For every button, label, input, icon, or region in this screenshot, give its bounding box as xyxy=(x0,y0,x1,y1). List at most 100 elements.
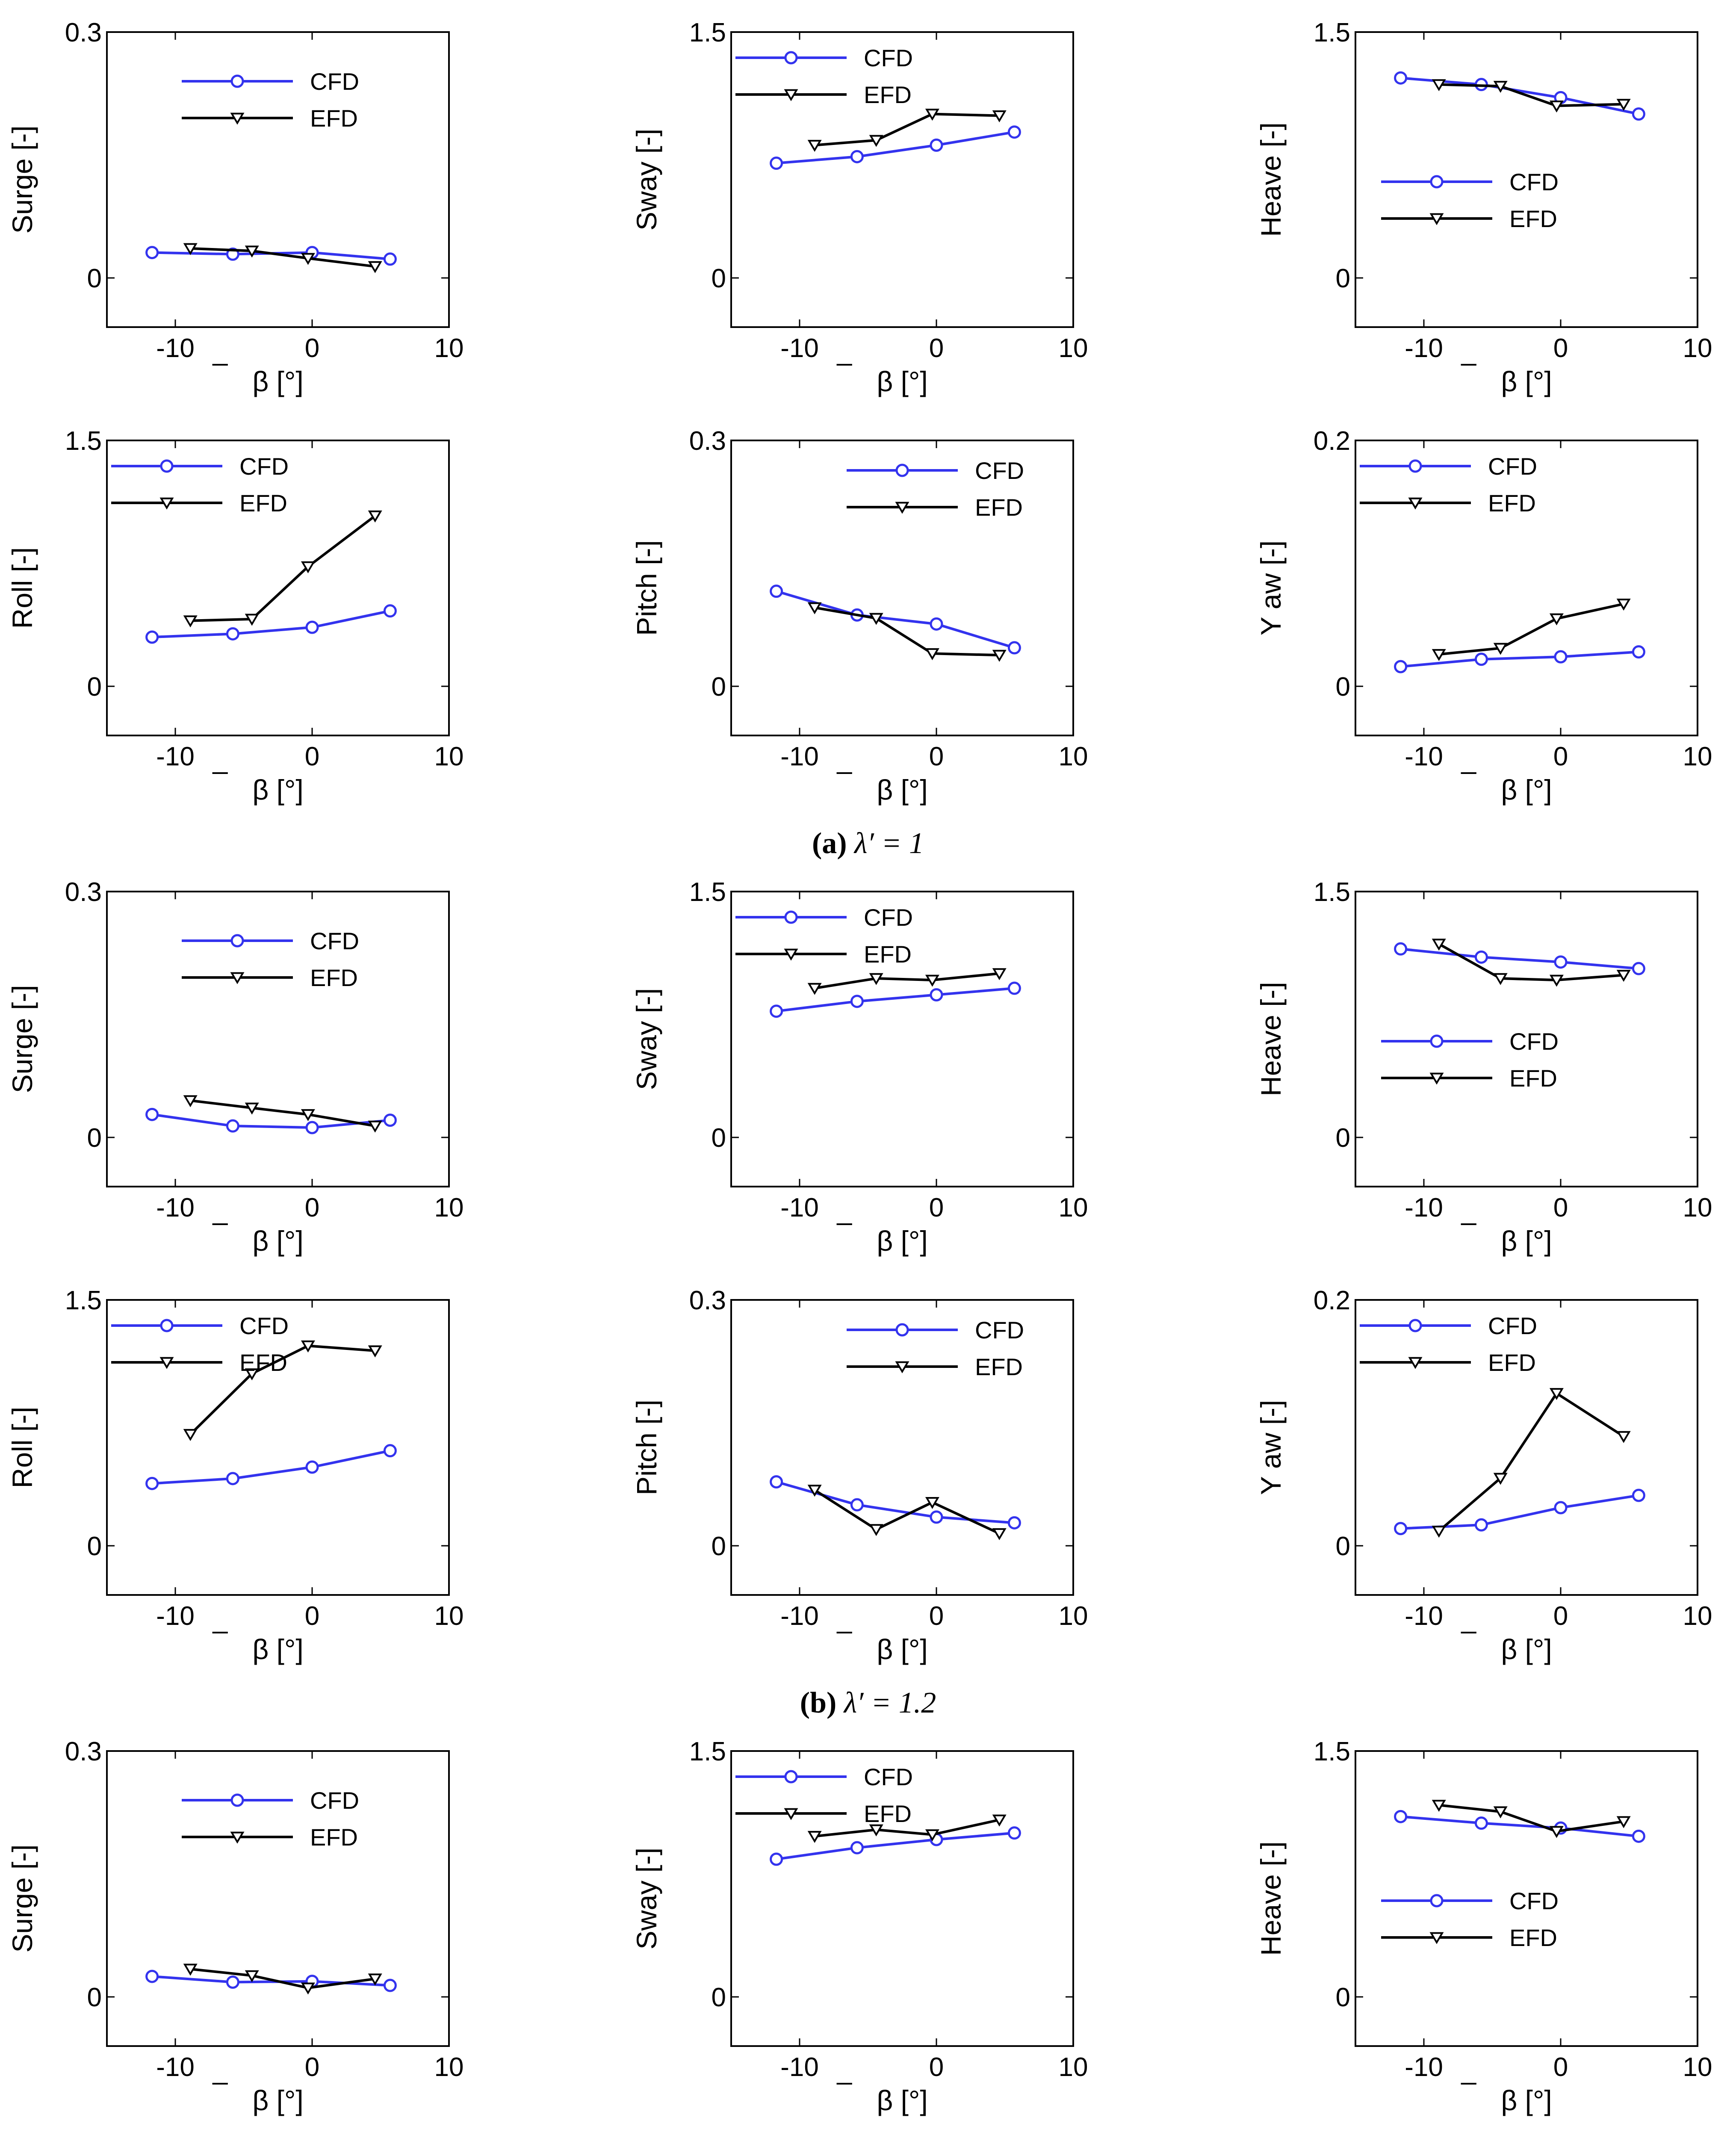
efd-point xyxy=(368,510,382,523)
x-tick-label: 10 xyxy=(1059,742,1088,771)
legend-marker-cfd xyxy=(160,1319,174,1332)
efd-point xyxy=(245,245,259,258)
y-tick-label: 1.5 xyxy=(689,18,726,47)
cfd-point xyxy=(770,1852,783,1866)
x-tick-label: -10 xyxy=(780,742,819,771)
efd-point xyxy=(1493,643,1508,655)
x-axis-label: β [°] xyxy=(252,1633,303,1665)
chart-panel-4: -10 0 10 0 1.5 β [°] Roll [-] CFD EFD xyxy=(6,426,464,806)
y-axis-label: Heave [-] xyxy=(1255,1841,1287,1956)
y-tick-label: 0 xyxy=(87,1983,102,2012)
legend-label-efd: EFD xyxy=(975,1353,1023,1380)
legend-marker-cfd xyxy=(230,1793,244,1807)
legend-marker-efd xyxy=(159,497,174,510)
y-tick-label: 0 xyxy=(712,1532,726,1561)
chart-panel-9: -10 0 10 0 1.5 β [°] Heave [-] CFD EFD xyxy=(1255,877,1712,1257)
cfd-point xyxy=(145,1970,159,1983)
x-tick-label: 0 xyxy=(305,1193,319,1223)
efd-point xyxy=(301,1982,315,1995)
y-tick-label: 1.5 xyxy=(1314,1737,1350,1766)
x-tick-label: -10 xyxy=(156,742,195,771)
legend-label-efd: EFD xyxy=(975,494,1023,521)
efd-point xyxy=(807,983,822,995)
legend-marker-cfd xyxy=(160,459,174,473)
y-tick-label: 0 xyxy=(712,672,726,702)
efd-point xyxy=(925,1829,939,1842)
plot-frame xyxy=(106,440,450,736)
plot-frame xyxy=(730,1750,1074,2047)
x-tick-label: 0 xyxy=(305,1601,319,1631)
y-axis-label: Surge [-] xyxy=(6,125,38,233)
cfd-point xyxy=(145,630,159,644)
legend-label-efd: EFD xyxy=(864,81,912,108)
efd-point xyxy=(245,1970,259,1982)
x-axis-label: β [°] xyxy=(877,1633,927,1665)
legend-label-cfd: CFD xyxy=(975,1317,1024,1344)
x-tick-label: 10 xyxy=(434,742,464,771)
x-tick-label: 10 xyxy=(1683,742,1712,771)
efd-point xyxy=(301,561,315,573)
efd-point xyxy=(869,1824,883,1837)
legend-marker-cfd xyxy=(784,1770,798,1784)
x-tick-label: -10 xyxy=(780,1193,819,1223)
legend-label-cfd: CFD xyxy=(239,453,289,480)
series-line-efd xyxy=(814,972,1000,990)
cfd-point xyxy=(383,1444,397,1458)
x-tick-label: 10 xyxy=(1059,1601,1088,1631)
cfd-point xyxy=(305,620,319,634)
legend-marker-efd xyxy=(895,1361,909,1373)
cfd-point xyxy=(1632,645,1645,659)
legend-marker-efd xyxy=(784,1808,798,1820)
efd-point xyxy=(869,973,883,985)
legend-label-efd: EFD xyxy=(1509,1924,1557,1951)
series-line-efd xyxy=(814,1489,1000,1535)
efd-point xyxy=(807,1485,822,1497)
efd-point xyxy=(368,261,382,273)
x-tick-label: 0 xyxy=(1553,2052,1568,2082)
efd-point xyxy=(1549,1388,1564,1400)
x-tick-label: -10 xyxy=(156,2052,195,2082)
efd-point xyxy=(301,253,315,265)
x-tick-label: -10 xyxy=(1405,1601,1443,1631)
plot-frame xyxy=(730,891,1074,1187)
y-tick-label: 0 xyxy=(1336,1532,1350,1561)
cfd-point xyxy=(1554,650,1568,664)
x-tick-label: 0 xyxy=(305,742,319,771)
efd-point xyxy=(1549,613,1564,626)
x-axis-label: β [°] xyxy=(1501,1225,1552,1257)
legend-label-efd: EFD xyxy=(239,490,287,517)
y-tick-label: 0.3 xyxy=(65,18,102,47)
efd-point xyxy=(925,975,939,987)
legend-label-cfd: CFD xyxy=(310,68,359,95)
x-axis-label: β [°] xyxy=(252,2085,303,2116)
legend-label-cfd: CFD xyxy=(310,927,359,954)
chart-panel-7: -10 0 10 0 0.3 β [°] Surge [-] CFD EFD xyxy=(6,877,464,1257)
plot-frame xyxy=(106,31,450,328)
efd-point xyxy=(1432,1800,1446,1812)
x-axis-label: β [°] xyxy=(1501,1633,1552,1665)
cfd-point xyxy=(1474,1816,1488,1830)
legend-label-cfd: CFD xyxy=(1509,1028,1559,1055)
x-tick-label: 0 xyxy=(1553,1193,1568,1223)
y-axis-label: Sway [-] xyxy=(631,988,662,1090)
y-tick-label: 1.5 xyxy=(1314,18,1350,47)
chart-panel-1: -10 0 10 0 0.3 β [°] Surge [-] CFD EFD xyxy=(6,18,464,397)
efd-point xyxy=(183,1429,198,1441)
chart-panel-11: -10 0 10 0 0.3 β [°] Pitch [-] CFD EFD xyxy=(631,1286,1088,1665)
x-axis-label: β [°] xyxy=(877,1225,927,1257)
legend-label-cfd: CFD xyxy=(864,904,913,931)
plot-frame xyxy=(106,891,450,1187)
legend-label-cfd: CFD xyxy=(864,44,913,71)
y-axis-label: Y aw [-] xyxy=(1255,1400,1287,1495)
caption-label: (b) xyxy=(800,1686,844,1719)
cfd-point xyxy=(850,1841,864,1855)
legend-label-efd: EFD xyxy=(310,1824,358,1851)
x-axis-label: β [°] xyxy=(877,2085,927,2116)
efd-point xyxy=(869,613,883,625)
cfd-point xyxy=(1007,981,1021,995)
cfd-point xyxy=(226,1976,239,1989)
x-tick-label: 10 xyxy=(1059,334,1088,363)
legend-marker-efd xyxy=(230,972,245,984)
x-tick-label: -10 xyxy=(780,2052,819,2082)
efd-point xyxy=(1493,1806,1508,1819)
